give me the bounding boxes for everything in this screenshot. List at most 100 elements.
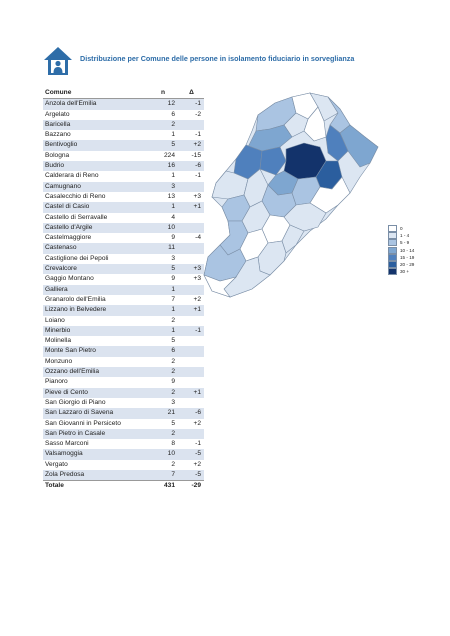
cell-n: 1 (171, 131, 175, 139)
cell-comune: Castenaso (43, 243, 147, 254)
cell-delta: -4 (195, 234, 201, 242)
cell-n: 12 (147, 98, 179, 110)
table-row: Pianoro 9 (43, 377, 204, 387)
header: Distribuzione per Comune delle persone i… (42, 45, 402, 77)
cell-n: 1 (147, 284, 179, 295)
table-row: Monzuno 2 (43, 357, 204, 367)
cell-n: 2 (171, 460, 175, 468)
cell-delta: -1 (195, 440, 201, 448)
cell-delta (179, 316, 204, 326)
cell-comune: Gaggio Montano (45, 275, 94, 283)
legend-swatch (388, 246, 397, 254)
cell-n: 3 (147, 181, 179, 192)
cell-n: 3 (171, 398, 175, 406)
cell-comune: Anzola dell'Emilia (43, 98, 147, 110)
cell-delta (179, 222, 204, 234)
cell-delta: -1 (179, 98, 204, 110)
table-row: Valsamoggia 10 -5 (43, 449, 204, 460)
legend-item: 1 - 4 (388, 232, 414, 240)
cell-n: 1 (147, 325, 179, 337)
total-n: 431 (147, 480, 179, 492)
cell-comune: San Giorgio di Piano (45, 398, 106, 406)
cell-n: 5 (147, 264, 179, 275)
cell-comune: Valsamoggia (43, 449, 147, 460)
table-row: Anzola dell'Emilia 12 -1 (43, 98, 204, 110)
table-row: Zola Predosa 7 -5 (43, 469, 204, 481)
cell-delta: -15 (191, 151, 201, 159)
table-row: Lizzano in Belvedere 1 +1 (43, 305, 204, 316)
cell-comune: Galliera (43, 284, 147, 295)
cell-comune: Castelmaggiore (45, 234, 92, 242)
table-row: Bazzano 1 -1 (43, 130, 204, 140)
page-title: Distribuzione per Comune delle persone i… (80, 54, 355, 63)
cell-delta: +1 (179, 305, 204, 316)
cell-comune: Pieve di Cento (43, 387, 147, 398)
table-row: Monte San Pietro 6 (43, 346, 204, 357)
cell-comune: Molinella (45, 337, 72, 345)
table-row: Castenaso 11 (43, 243, 204, 254)
table-row: Camugnano 3 (43, 181, 204, 192)
cell-comune: Budrio (43, 161, 147, 172)
cell-n: 16 (147, 161, 179, 172)
total-label: Totale (43, 480, 147, 492)
cell-delta (179, 284, 204, 295)
legend-swatch (388, 225, 397, 233)
cell-delta (179, 428, 204, 440)
table-row: San Giorgio di Piano 3 (43, 398, 204, 408)
cell-comune: Castello di Serravalle (45, 213, 108, 221)
table-row: Galliera 1 (43, 284, 204, 295)
header-n: n (147, 88, 179, 100)
table-row: Molinella 5 (43, 336, 204, 346)
cell-comune: Lizzano in Belvedere (43, 305, 147, 316)
cell-comune: Minerbio (43, 325, 147, 337)
cell-delta (179, 336, 204, 346)
cell-comune: Pianoro (45, 378, 68, 386)
cell-delta (179, 243, 204, 254)
cell-comune: Ozzano dell'Emilia (43, 367, 147, 378)
table-row: Vergato 2 +2 (43, 460, 204, 470)
cell-n: 8 (171, 440, 175, 448)
table-row: San Pietro in Casale 2 (43, 428, 204, 440)
table-row: San Giovanni in Persiceto 5 +2 (43, 419, 204, 429)
table-row: Budrio 16 -6 (43, 161, 204, 172)
table-row: Sasso Marconi 8 -1 (43, 439, 204, 449)
table-body: Anzola dell'Emilia 12 -1 Argelato 6 -2 Baricel… (43, 98, 204, 492)
cell-delta: -1 (195, 172, 201, 180)
cell-n: 10 (147, 222, 179, 234)
cell-delta: -5 (179, 469, 204, 481)
cell-n: 9 (171, 275, 175, 283)
legend-item: 0 (388, 225, 414, 233)
cell-delta: +1 (179, 387, 204, 398)
table-total-row: Totale 431 -29 (43, 480, 204, 492)
cell-comune: Monte San Pietro (43, 346, 147, 357)
cell-n: 2 (171, 316, 175, 324)
table-row: Calderara di Reno 1 -1 (43, 171, 204, 181)
cell-n: 9 (171, 378, 175, 386)
cell-n: 1 (147, 305, 179, 316)
table-row: Granarolo dell'Emilia 7 +2 (43, 295, 204, 305)
cell-comune: Granarolo dell'Emilia (45, 295, 106, 303)
cell-n: 7 (171, 295, 175, 303)
cell-delta (179, 398, 204, 408)
cell-comune: Castel di Casio (43, 202, 147, 213)
cell-comune: Vergato (45, 460, 68, 468)
cell-delta: +1 (179, 202, 204, 213)
header-comune: Comune (43, 88, 147, 100)
cell-n: 2 (147, 428, 179, 440)
cell-comune: Calderara di Reno (45, 172, 99, 180)
cell-n: 6 (147, 346, 179, 357)
table-row: Ozzano dell'Emilia 2 (43, 367, 204, 378)
table-row: Loiano 2 (43, 316, 204, 326)
cell-delta: +3 (179, 264, 204, 275)
cell-comune: Castiglione dei Pepoli (45, 254, 109, 262)
cell-comune: Crevalcore (43, 264, 147, 275)
cell-delta: +2 (193, 419, 201, 427)
table-row: Castello di Serravalle 4 (43, 213, 204, 223)
cell-comune: Bentivoglio (43, 140, 147, 151)
cell-n: 13 (167, 192, 175, 200)
cell-n: 21 (147, 408, 179, 419)
map-area (309, 92, 339, 122)
cell-delta (179, 119, 204, 131)
legend-label: 5 - 9 (400, 240, 410, 246)
